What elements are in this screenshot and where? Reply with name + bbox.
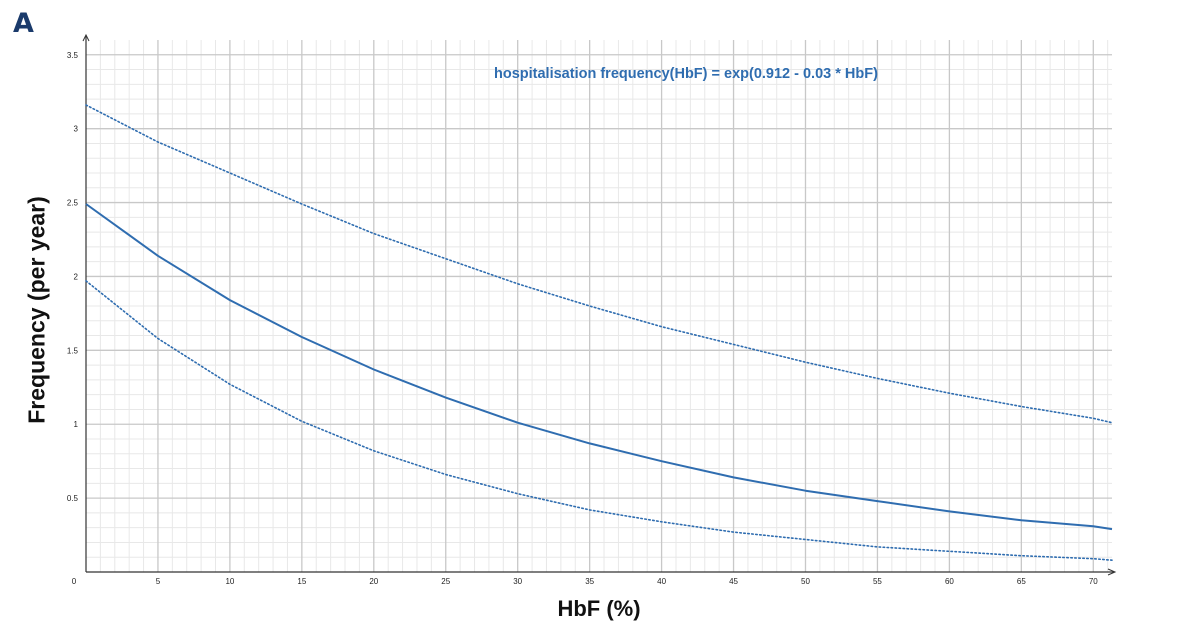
confidence-bound-line-2 [85,280,1113,562]
y-tick-label: 2.5 [67,199,79,208]
y-tick-label: 2 [74,272,79,281]
y-axis-arrow [82,33,90,42]
x-tick-label: 65 [1017,577,1026,586]
equation-annotation: hospitalisation frequency(HbF) = exp(0.9… [494,66,878,82]
x-tick-label: 30 [513,577,522,586]
fitted-curve-line [85,203,1113,531]
y-tick-label: 3.5 [67,51,79,60]
series-lines [85,104,1113,562]
x-tick-label: 55 [873,577,882,586]
y-tick-label: 3 [74,125,79,134]
x-tick-label: 45 [729,577,738,586]
x-tick-label: 5 [156,577,161,586]
y-tick-label: 1.5 [67,346,79,355]
x-tick-label: 60 [945,577,954,586]
x-tick-label: 35 [585,577,594,586]
x-tick-label: 70 [1089,577,1098,586]
axes [82,33,1117,576]
x-axis-label: HbF (%) [557,596,641,621]
grid [86,40,1112,572]
x-tick-label: 50 [801,577,810,586]
x-axis-arrow [1107,568,1117,576]
x-tick-label: 20 [369,577,378,586]
x-tick-label: 40 [657,577,666,586]
x-tick-label: 25 [441,577,450,586]
x-tick-label: 0 [72,577,77,586]
x-tick-label: 10 [225,577,234,586]
tick-labels: 0 5 10 15 20 25 30 35 40 45 50 55 60 65 70 0.5 1 1.5 2 2.5 3… [67,51,1098,586]
y-axis-label: Frequency (per year) [23,196,50,424]
confidence-bound-line-1 [85,104,1113,424]
y-tick-label: 1 [74,420,79,429]
x-tick-label: 15 [297,577,306,586]
y-tick-label: 0.5 [67,494,79,503]
panel-label: A [13,8,34,39]
